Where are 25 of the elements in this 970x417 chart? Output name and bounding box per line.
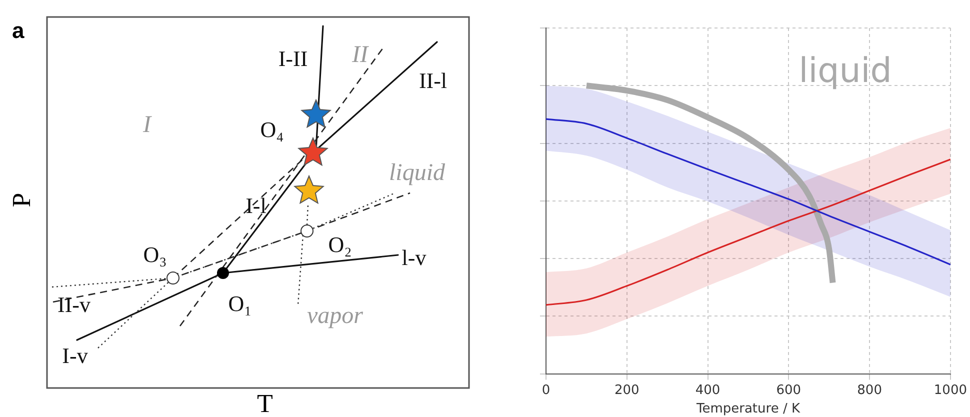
- text: O₁: [228, 291, 252, 316]
- text: II: [351, 42, 369, 68]
- text: I: [142, 112, 152, 138]
- text: I-v: [62, 343, 88, 368]
- annotation: liquid: [798, 50, 892, 91]
- text: liquid: [388, 160, 446, 186]
- text: II-l: [418, 68, 448, 93]
- x-axis-title: Temperature / K: [695, 402, 800, 417]
- text: vapor: [307, 303, 364, 329]
- text: O₂: [328, 232, 352, 257]
- x-tick-label: 400: [695, 382, 720, 398]
- x-tick-label: 200: [614, 382, 640, 398]
- x-tick-label: 600: [776, 382, 802, 398]
- text: l-v: [402, 245, 426, 270]
- x-tick-label: 0: [542, 382, 550, 398]
- text: T: [257, 389, 274, 417]
- text: P: [7, 192, 36, 208]
- text: II-v: [58, 292, 90, 317]
- text: I-l: [246, 193, 266, 218]
- text: O₄: [260, 117, 284, 142]
- x-tick-label: 1000: [934, 382, 968, 398]
- x-tick-label: 800: [857, 382, 882, 398]
- text: I-II: [278, 46, 308, 71]
- text: O₃: [143, 242, 167, 267]
- text: a: [12, 18, 25, 43]
